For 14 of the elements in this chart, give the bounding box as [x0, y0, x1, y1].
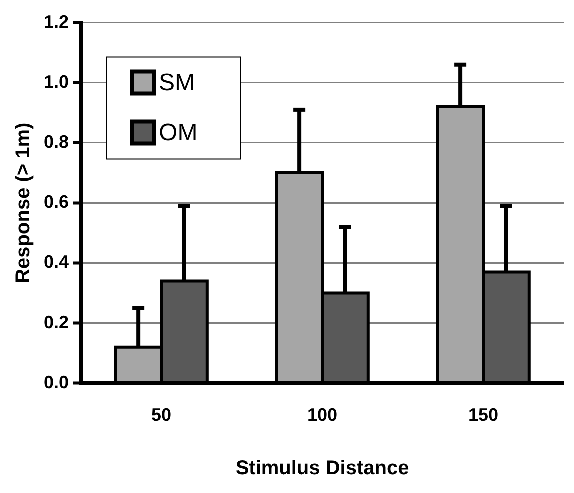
- x-tick-label: 150: [468, 405, 499, 426]
- legend-label: OM: [159, 119, 198, 146]
- x-tick-label: 50: [152, 405, 172, 426]
- x-axis-title: Stimulus Distance: [236, 458, 410, 480]
- y-tick-label: 0.8: [44, 132, 70, 152]
- legend-label: SM: [159, 69, 196, 96]
- y-axis-title: Response (> 1m): [12, 122, 35, 284]
- y-tick-label: 1.0: [44, 72, 70, 92]
- y-tick-label: 0.0: [44, 372, 70, 392]
- y-tick-label: 0.6: [44, 192, 70, 212]
- y-tick-label: 0.4: [44, 252, 70, 272]
- x-tick-label: 100: [307, 405, 338, 426]
- y-tick-label: 0.2: [44, 312, 70, 332]
- y-tick-label: 1.2: [44, 12, 70, 32]
